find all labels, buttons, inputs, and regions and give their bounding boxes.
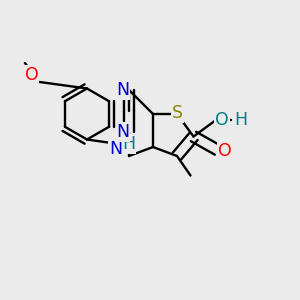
Text: H: H — [234, 111, 247, 129]
Text: S: S — [172, 104, 183, 122]
Text: N: N — [116, 123, 130, 141]
Text: O: O — [215, 111, 229, 129]
Text: O: O — [25, 66, 38, 84]
Text: H: H — [122, 135, 136, 153]
Text: N: N — [109, 140, 122, 158]
Text: O: O — [218, 142, 232, 160]
Text: N: N — [116, 81, 130, 99]
